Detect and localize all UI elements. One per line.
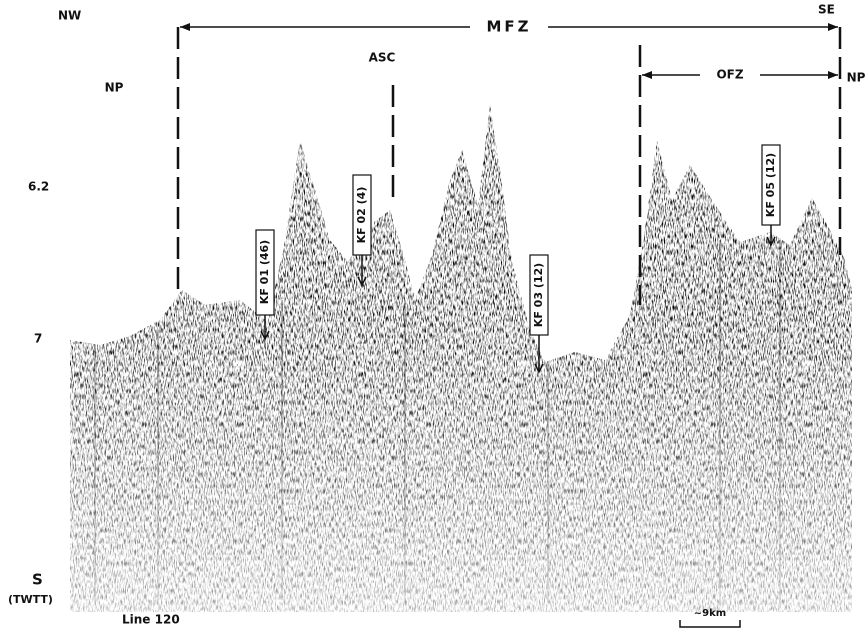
zone-label: MFZ — [486, 18, 531, 36]
sample-label: KF 03 (12) — [532, 263, 545, 327]
time-tick-label: 7 — [34, 332, 42, 346]
sample-marker: KF 01 (46) — [255, 229, 275, 341]
zone-label: OFZ — [716, 68, 743, 82]
axis-unit: S — [32, 571, 43, 589]
sample-marker: KF 02 (4) — [352, 174, 372, 287]
axis-unit: (TWTT) — [8, 593, 53, 606]
zone-label: NP — [105, 81, 124, 95]
direction-label: NW — [58, 9, 81, 23]
zone-label: ASC — [369, 51, 396, 65]
scale-bar — [679, 620, 741, 628]
sample-label: KF 05 (12) — [764, 153, 777, 217]
sample-label: KF 02 (4) — [355, 187, 368, 244]
direction-label: SE — [818, 3, 835, 17]
sample-label: KF 01 (46) — [258, 240, 271, 304]
zone-label: NP — [847, 71, 866, 85]
sample-marker: KF 05 (12) — [761, 144, 781, 247]
seismic-texture — [70, 105, 852, 612]
time-tick-label: 6.2 — [28, 180, 49, 194]
sample-marker: KF 03 (12) — [529, 254, 549, 374]
line-label: Line 120 — [122, 613, 180, 627]
scale-label: ~9km — [694, 608, 726, 619]
